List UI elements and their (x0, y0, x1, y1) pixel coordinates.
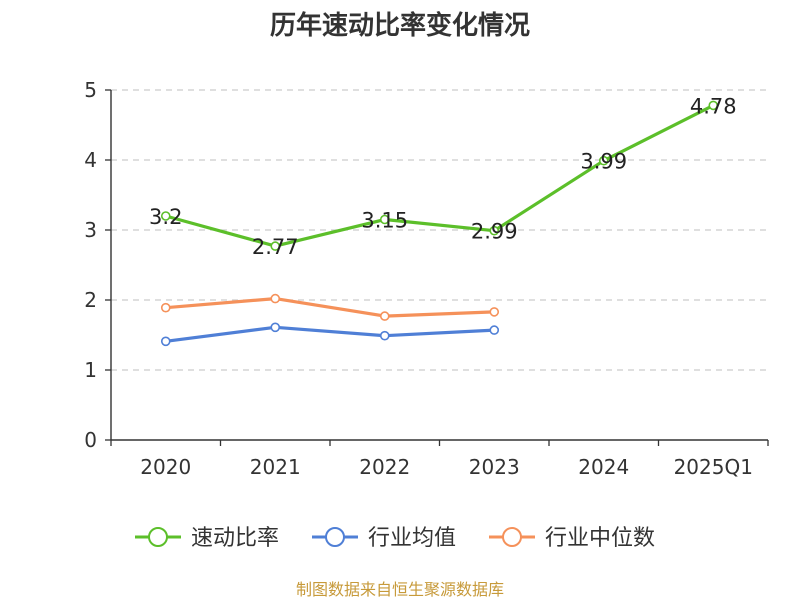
data-point (379, 214, 390, 225)
axes (110, 90, 769, 446)
series-line (165, 103, 714, 248)
legend-label: 行业均值 (368, 526, 456, 551)
data-point (160, 336, 171, 347)
y-tick-label: 2 (84, 288, 97, 312)
data-label: 2.77 (252, 235, 299, 259)
data-point (270, 241, 281, 251)
legend-marker (148, 527, 168, 547)
x-tick-label: 2020 (140, 455, 191, 479)
series-行业中位数 (160, 293, 500, 321)
x-tick-label: 2021 (250, 455, 301, 479)
data-point (489, 307, 500, 317)
legend-item-速动比率: 速动比率 (135, 526, 279, 551)
data-label: 2.99 (471, 220, 518, 244)
x-tick-label: 2022 (359, 455, 410, 479)
x-tick-label: 2024 (578, 455, 629, 479)
legend-item-行业中位数: 行业中位数 (489, 526, 655, 551)
series-group (160, 100, 719, 347)
data-point (489, 325, 500, 335)
y-tick-label: 3 (84, 218, 97, 242)
series-line (165, 325, 495, 343)
data-point (489, 225, 500, 236)
chart-title: 历年速动比率变化情况 (270, 10, 530, 41)
grid-lines (105, 89, 768, 441)
data-label: 4.78 (690, 94, 737, 118)
y-tick-labels: 0 1 2 3 4 5 (84, 78, 97, 452)
data-point (379, 311, 390, 321)
legend-item-行业均值: 行业均值 (312, 526, 456, 551)
data-label: 3.2 (149, 205, 182, 229)
legend-marker (325, 527, 345, 547)
data-point (160, 211, 171, 221)
data-point (270, 293, 281, 304)
legend: 速动比率 行业均值 行业中位数 (135, 526, 655, 551)
legend-marker (502, 527, 522, 547)
series-line (165, 297, 495, 318)
y-tick-label: 0 (84, 428, 97, 452)
y-tick-label: 5 (84, 78, 97, 102)
legend-label: 速动比率 (191, 526, 279, 551)
data-point (270, 322, 281, 333)
legend-label: 行业中位数 (545, 526, 655, 551)
x-tick-label: 2023 (469, 455, 520, 479)
y-tick-label: 1 (84, 358, 97, 382)
x-tick-labels: 2020 2021 2022 2023 2024 2025Q1 (140, 455, 753, 479)
source-note: 制图数据来自恒生聚源数据库 (296, 580, 504, 599)
data-point (708, 100, 719, 111)
series-行业均值 (160, 322, 500, 347)
data-point (598, 155, 609, 166)
x-tick-label: 2025Q1 (674, 455, 753, 479)
data-point (160, 302, 171, 313)
data-label: 3.15 (361, 209, 408, 233)
series-速动比率 (160, 100, 719, 251)
data-point (379, 330, 390, 341)
data-labels: 3.2 2.77 3.15 2.99 3.99 4.78 (149, 94, 737, 259)
y-tick-label: 4 (84, 148, 97, 172)
data-label: 3.99 (580, 150, 627, 174)
